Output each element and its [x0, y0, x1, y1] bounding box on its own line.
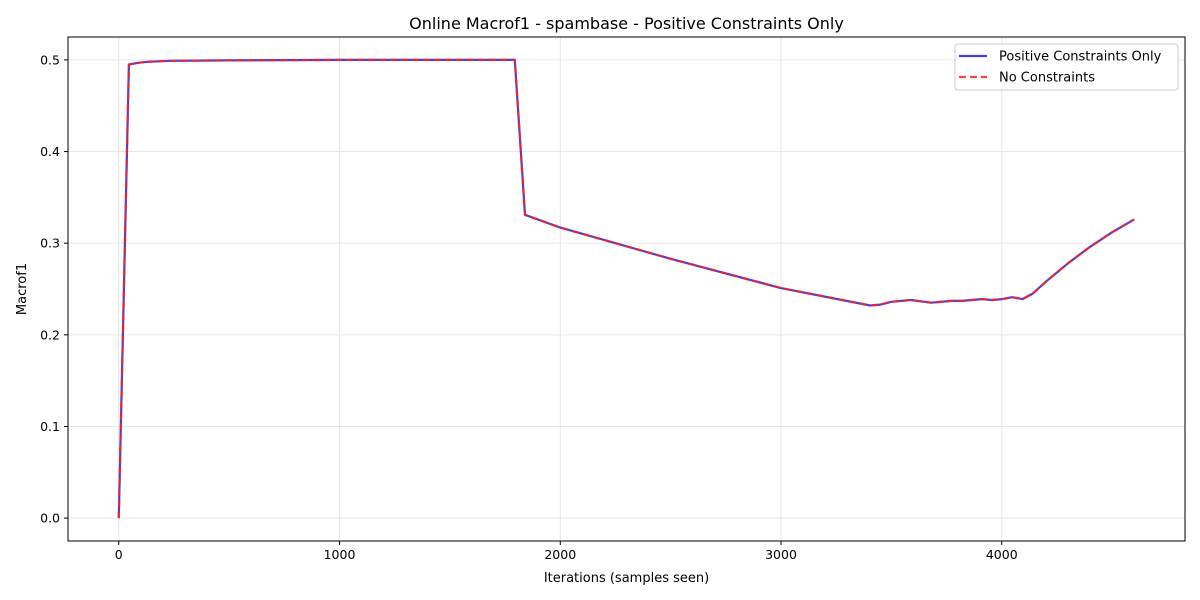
x-tick-label: 1000	[324, 547, 356, 562]
legend-label: Positive Constraints Only	[999, 50, 1162, 65]
tick-layer: 0 1000 2000 3000 4000 0.0 0.1 0.2 0.3 0.4 0.5	[40, 52, 1018, 562]
x-tick-label: 3000	[765, 547, 797, 562]
x-tick-label: 4000	[986, 547, 1018, 562]
x-tick-label: 0	[115, 547, 123, 562]
legend-box	[954, 43, 1179, 91]
y-tick-label: 0.1	[40, 419, 60, 434]
y-tick-label: 0.5	[40, 52, 60, 67]
legend-label: No Constraints	[999, 71, 1095, 86]
x-tick-label: 2000	[544, 547, 576, 562]
y-tick-label: 0.4	[40, 144, 60, 159]
series-layer	[117, 58, 1135, 519]
y-axis-title: Macrof1	[15, 263, 30, 315]
y-tick-label: 0.3	[40, 236, 60, 251]
y-tick-label: 0.0	[40, 511, 60, 526]
x-axis-title: Iterations (samples seen)	[544, 571, 709, 586]
series-line-2	[117, 58, 1135, 519]
chart-title: Online Macrof1 - spambase - Positive Con…	[409, 14, 844, 33]
y-tick-label: 0.2	[40, 327, 60, 342]
plot-frame	[67, 36, 1186, 542]
legend: Positive Constraints Only No Constraints	[954, 43, 1179, 91]
